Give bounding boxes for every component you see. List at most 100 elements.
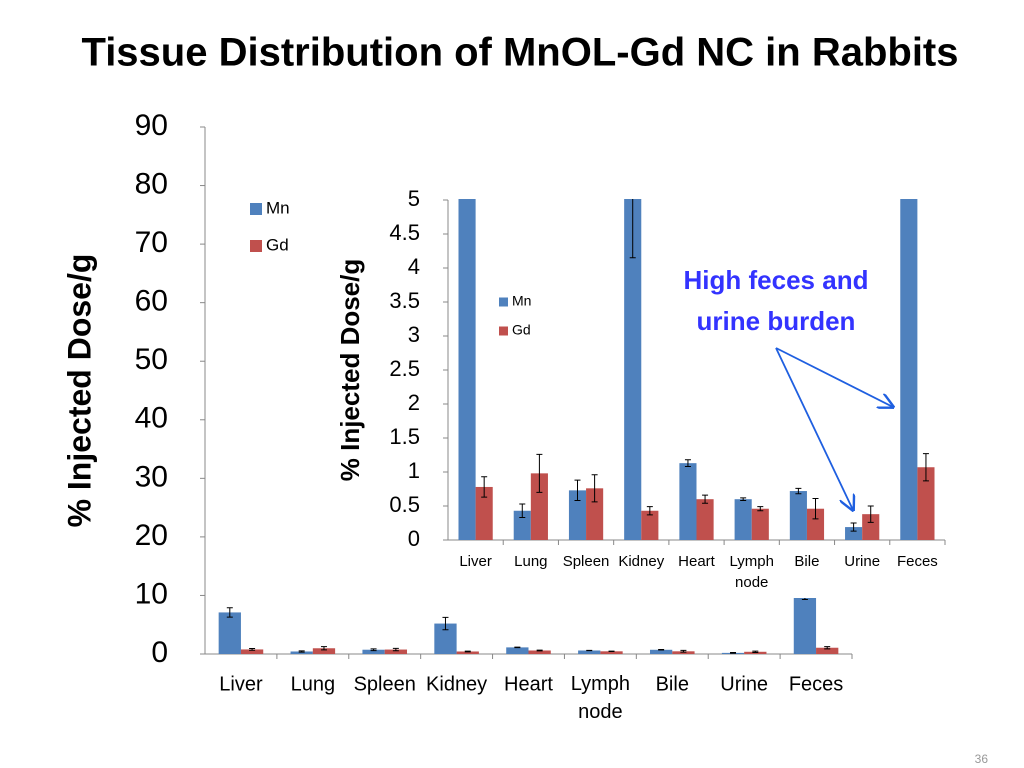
- x-tick-label: Lymph node: [729, 553, 773, 591]
- x-tick-label: Heart: [678, 553, 716, 570]
- bar: [862, 514, 880, 540]
- y-tick-label: 1: [408, 458, 420, 483]
- error-bar: [629, 199, 636, 259]
- bar: [530, 473, 548, 540]
- bar: [793, 597, 817, 654]
- y-tick-label: 20: [135, 519, 168, 552]
- legend-swatch: [250, 203, 262, 215]
- y-tick-label: 70: [135, 226, 168, 259]
- legend-label: Mn: [512, 293, 531, 309]
- y-tick-label: 40: [135, 402, 168, 435]
- x-tick-label: Kidney: [618, 553, 664, 570]
- bar: [312, 648, 336, 654]
- x-tick-label: Heart: [504, 673, 553, 695]
- error-bar: [298, 650, 305, 653]
- y-tick-label: 2.5: [389, 356, 420, 381]
- x-tick-label: Lung: [291, 673, 336, 695]
- y-tick-label: 0: [408, 526, 420, 551]
- bar: [218, 612, 241, 654]
- bar: [586, 488, 604, 540]
- x-tick-label: Feces: [789, 673, 843, 695]
- error-bar: [646, 506, 653, 516]
- error-bar: [795, 487, 802, 495]
- arrow: [775, 347, 853, 510]
- bar: [456, 651, 479, 654]
- bar: [806, 508, 825, 540]
- bar: [751, 508, 769, 540]
- bar: [434, 623, 457, 654]
- y-axis-label: % Injected Dose/g: [61, 254, 97, 528]
- y-tick-label: 4.5: [389, 220, 420, 245]
- x-tick-label: Urine: [844, 553, 880, 570]
- bar: [917, 467, 935, 540]
- error-bar: [757, 506, 764, 512]
- bar: [568, 490, 587, 540]
- y-tick-label: 3.5: [389, 288, 420, 313]
- y-tick-label: 5: [408, 186, 420, 211]
- bar: [696, 499, 714, 540]
- slide-title: Tissue Distribution of MnOL-Gd NC in Rab…: [81, 31, 958, 75]
- bar: [641, 510, 659, 540]
- x-tick-label: Kidney: [426, 673, 487, 695]
- bar: [900, 199, 918, 540]
- bar: [240, 649, 264, 654]
- bar: [578, 650, 601, 654]
- annotation: High feces and urine burden: [684, 265, 869, 336]
- bar: [528, 650, 551, 654]
- y-tick-label: 60: [135, 285, 168, 318]
- page-number: 36: [975, 752, 989, 766]
- x-tick-label: Spleen: [354, 673, 416, 695]
- legend-label: Mn: [266, 198, 290, 217]
- error-bar: [536, 649, 543, 652]
- y-tick-label: 0.5: [389, 492, 420, 517]
- legend-swatch: [250, 240, 262, 252]
- bar: [506, 647, 529, 654]
- bar: [624, 199, 642, 540]
- error-bar: [442, 616, 449, 631]
- error-bar: [740, 497, 747, 502]
- bar: [600, 651, 623, 654]
- error-bar: [850, 522, 857, 532]
- bar: [816, 647, 839, 654]
- y-tick-label: 80: [135, 167, 168, 200]
- error-bar: [320, 646, 327, 651]
- x-tick-label: Bile: [794, 553, 819, 570]
- bar: [362, 649, 385, 654]
- inset-chart: 0 0.5 1 1.5 2 2.5 3 3.5 4 4.5 5 % Injected Dose/g Li…: [335, 186, 946, 591]
- arrow: [775, 347, 893, 407]
- y-tick-label: 0: [151, 636, 168, 669]
- x-tick-label: Bile: [656, 673, 689, 695]
- error-bar: [867, 505, 874, 523]
- y-tick-label: 3: [408, 322, 420, 347]
- x-tick-label: Liver: [459, 553, 492, 570]
- error-bar: [730, 652, 737, 654]
- bar: [679, 463, 697, 540]
- error-bar: [702, 494, 709, 504]
- legend-swatch: [499, 297, 508, 307]
- error-bar: [922, 453, 929, 482]
- y-tick-label: 4: [408, 254, 420, 279]
- bar: [475, 486, 493, 540]
- bar: [513, 510, 531, 540]
- error-bar: [684, 459, 691, 468]
- x-tick-label: Feces: [897, 553, 938, 570]
- error-bar: [370, 648, 377, 652]
- bar: [845, 527, 863, 540]
- bar: [789, 491, 807, 540]
- bar: [458, 199, 476, 540]
- x-tick-label: Urine: [720, 673, 768, 695]
- error-bar: [519, 503, 526, 519]
- y-tick-label: 2: [408, 390, 420, 415]
- error-bar: [392, 647, 399, 652]
- error-bar: [481, 476, 488, 498]
- error-bar: [574, 479, 581, 502]
- y-tick-label: 30: [135, 460, 168, 493]
- y-tick-label: 10: [135, 577, 168, 610]
- bar: [649, 649, 673, 654]
- error-bar: [680, 649, 687, 653]
- error-bar: [812, 498, 819, 520]
- legend-label: Gd: [512, 322, 531, 338]
- error-bar: [752, 650, 759, 653]
- error-bar: [249, 648, 256, 651]
